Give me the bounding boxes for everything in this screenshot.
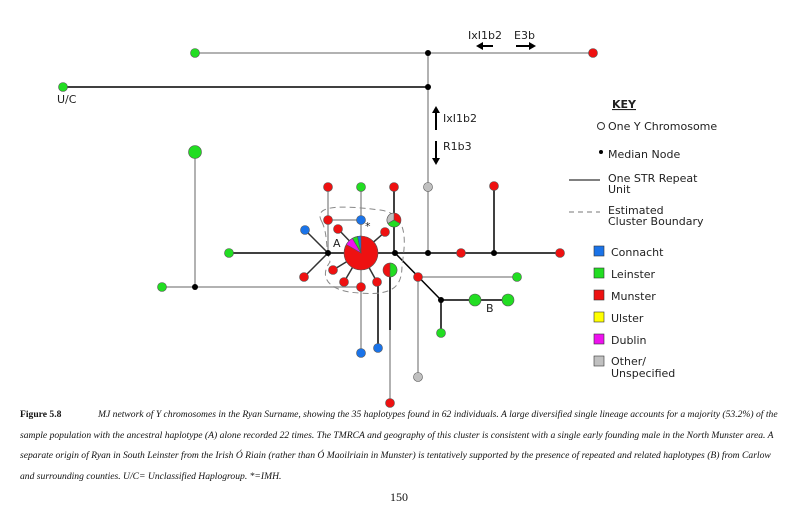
node-munster (385, 398, 395, 408)
node-leinster (190, 48, 200, 58)
one-y-chromosome-icon (597, 122, 605, 130)
median-node (425, 84, 431, 90)
haplotype-nodes (58, 48, 598, 408)
node-munster (389, 182, 399, 192)
diagram-labels: U/C A B * IxI1b2 E3b IxI1b2 R1b3 (57, 29, 536, 315)
legend-region: Munster (611, 290, 656, 303)
cluster-boundary (319, 206, 405, 294)
other-swatch (593, 355, 605, 367)
legend: KEY One Y Chromosome Median Node One STR… (569, 98, 717, 380)
e3b-label: E3b (514, 29, 535, 42)
node-leinster (188, 145, 202, 159)
node-leinster (468, 293, 482, 307)
figure-caption: Figure 5.8 MJ network of Y chromosomes in… (20, 405, 780, 487)
page-number: 150 (390, 490, 408, 504)
median-node (325, 250, 331, 256)
arrow-icon (432, 42, 536, 165)
legend-region: Connacht (611, 246, 664, 259)
ixi1b2-top-label: IxI1b2 (468, 29, 502, 42)
node-leinster (501, 293, 515, 307)
node-munster (328, 265, 338, 275)
node-munster (380, 227, 390, 237)
edge (303, 252, 329, 278)
node-munster (323, 182, 333, 192)
node-other (413, 372, 423, 382)
network-edges (63, 52, 593, 403)
r1b3-label: R1b3 (443, 140, 472, 153)
node-munster (555, 248, 565, 258)
node-connacht (373, 343, 383, 353)
node-munster (413, 272, 423, 282)
median-nodes (192, 50, 497, 303)
uc-label: U/C (57, 93, 77, 106)
node-leinster (356, 182, 366, 192)
node-leinster (157, 282, 167, 292)
median-node (438, 297, 444, 303)
node-munster (372, 277, 382, 287)
caption-text: MJ network of Y chromosomes in the Ryan … (20, 409, 778, 482)
median-node (491, 250, 497, 256)
node-munster (299, 272, 309, 282)
a-label: A (333, 237, 341, 250)
median-node (425, 50, 431, 56)
legend-one-y: One Y Chromosome (608, 120, 717, 133)
munster-swatch (593, 289, 605, 301)
legend-cluster-1: Estimated (608, 204, 664, 217)
node-leinster (224, 248, 234, 258)
mixed-node-pie (386, 212, 402, 228)
node-munster (356, 282, 366, 292)
edge (304, 229, 329, 254)
node-other (423, 182, 433, 192)
legend-region: Unspecified (611, 367, 675, 380)
legend-median: Median Node (608, 148, 680, 161)
figure-number: Figure 5.8 (20, 409, 62, 420)
connacht-swatch (593, 245, 605, 257)
node-munster (333, 224, 343, 234)
node-connacht (356, 348, 366, 358)
b-label: B (486, 302, 494, 315)
median-node (392, 250, 398, 256)
ancestral-haplotype-pie (343, 235, 379, 271)
median-node (425, 250, 431, 256)
dublin-swatch (593, 333, 605, 345)
node-munster (489, 181, 499, 191)
legend-region: Ulster (611, 312, 644, 325)
legend-title: KEY (612, 98, 637, 111)
node-munster (339, 277, 349, 287)
leinster-swatch (593, 267, 605, 279)
legend-cluster-2: Cluster Boundary (608, 215, 704, 228)
legend-region: Leinster (611, 268, 656, 281)
legend-region: Other/ (611, 355, 646, 368)
median-node-icon (599, 150, 603, 154)
node-leinster (58, 82, 68, 92)
node-connacht (300, 225, 310, 235)
ulster-swatch (593, 311, 605, 323)
legend-str-2: Unit (608, 183, 631, 196)
mixed-node-pie (382, 262, 398, 278)
legend-region: Dublin (611, 334, 647, 347)
node-munster (588, 48, 598, 58)
node-munster (456, 248, 466, 258)
node-munster (323, 215, 333, 225)
node-leinster (512, 272, 522, 282)
ixi1b2-vert-label: IxI1b2 (443, 112, 477, 125)
median-node (192, 284, 198, 290)
imh-star: * (365, 220, 371, 233)
legend-str-1: One STR Repeat (608, 172, 698, 185)
node-connacht (356, 215, 366, 225)
node-leinster (436, 328, 446, 338)
